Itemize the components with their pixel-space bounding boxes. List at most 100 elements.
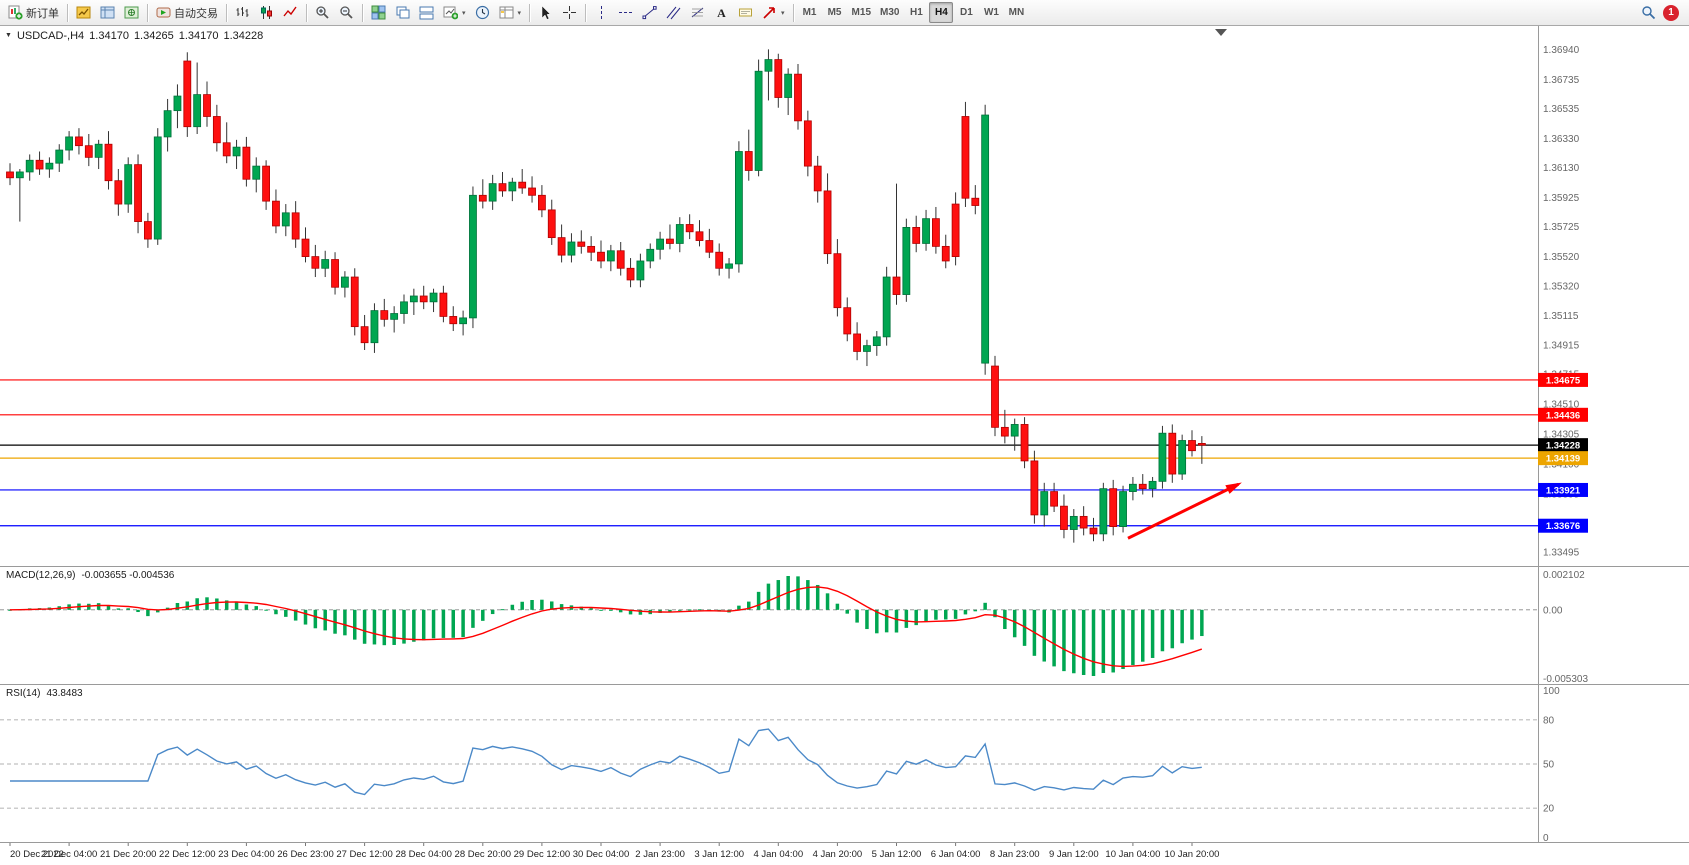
svg-text:1.35925: 1.35925 <box>1543 193 1580 204</box>
period-clock-button[interactable] <box>471 2 494 23</box>
macd-indicator-label: MACD(12,26,9) -0.003655 -0.004536 <box>6 570 180 581</box>
svg-text:1.34510: 1.34510 <box>1543 400 1580 411</box>
arrange-windows-button[interactable] <box>415 2 438 23</box>
svg-text:1.36330: 1.36330 <box>1543 134 1580 145</box>
chart-bars-button[interactable] <box>231 2 254 23</box>
chart-candles-button[interactable] <box>255 2 278 23</box>
timeframe-h1-button[interactable]: H1 <box>904 2 928 23</box>
rsi-panel: 100 80 50 20 0 <box>0 686 1560 844</box>
timeframe-m15-button[interactable]: M15 <box>848 2 875 23</box>
vertical-line-button[interactable] <box>590 2 613 23</box>
crosshair-button[interactable] <box>558 2 581 23</box>
toolbar-separator <box>529 3 531 22</box>
svg-text:0.002102: 0.002102 <box>1543 570 1585 581</box>
svg-text:1.33921: 1.33921 <box>1546 485 1581 496</box>
candlestick-icon <box>259 5 274 20</box>
navigator-button[interactable] <box>120 2 143 23</box>
autotrade-icon <box>156 5 171 20</box>
svg-text:1.34228: 1.34228 <box>1546 441 1580 452</box>
template-icon <box>499 5 514 20</box>
market-watch-button[interactable] <box>72 2 95 23</box>
clock-icon <box>475 5 490 20</box>
navigator-icon <box>124 5 139 20</box>
svg-text:22 Dec 12:00: 22 Dec 12:00 <box>159 849 216 860</box>
svg-text:4 Jan 04:00: 4 Jan 04:00 <box>753 849 803 860</box>
autotrade-label: 自动交易 <box>174 7 218 20</box>
cursor-button[interactable] <box>534 2 557 23</box>
timeframe-d1-button[interactable]: D1 <box>954 2 978 23</box>
resistance-lower-price-tag <box>1538 407 1588 422</box>
new-order-button[interactable]: 新订单 <box>4 2 63 23</box>
chevron-down-icon: ▾ <box>462 9 466 17</box>
text-tool-button[interactable]: A <box>710 2 733 23</box>
svg-text:1.34915: 1.34915 <box>1543 340 1580 351</box>
arrange-icon <box>419 5 434 20</box>
svg-text:5 Jan 12:00: 5 Jan 12:00 <box>872 849 922 860</box>
svg-text:50: 50 <box>1543 760 1555 771</box>
rsi-indicator-label: RSI(14) 43.8483 <box>6 688 89 699</box>
text-label-button[interactable] <box>734 2 757 23</box>
svg-text:20 Dec 2022: 20 Dec 2022 <box>10 849 64 860</box>
svg-text:4 Jan 20:00: 4 Jan 20:00 <box>813 849 863 860</box>
support-upper-price-tag <box>1538 482 1588 497</box>
svg-text:0: 0 <box>1543 833 1549 844</box>
timeframe-toolbar: M1 M5 M15 M30 H1 H4 D1 W1 MN <box>798 2 1029 23</box>
svg-text:1.35725: 1.35725 <box>1543 222 1580 233</box>
zoom-out-button[interactable] <box>335 2 358 23</box>
rsi-line <box>10 728 1202 796</box>
price-chart[interactable]: 1.36940 1.36735 1.36535 1.36330 1.36130 1.359… <box>0 26 1689 865</box>
chart-line-button[interactable] <box>279 2 302 23</box>
trend-arrow[interactable] <box>1127 482 1242 540</box>
chevron-down-icon: ▾ <box>517 9 522 17</box>
svg-text:6 Jan 04:00: 6 Jan 04:00 <box>931 849 981 860</box>
new-chart-button[interactable]: ▾ <box>439 2 470 23</box>
data-window-button[interactable] <box>96 2 119 23</box>
zoom-in-button[interactable] <box>311 2 334 23</box>
chevron-down-icon: ▾ <box>781 9 785 17</box>
symbol-header: ▼ USDCAD-,H4 1.34170 1.34265 1.34170 1.34228 <box>5 30 268 42</box>
label-icon <box>738 5 753 20</box>
trendline-button[interactable] <box>638 2 661 23</box>
svg-text:1.36735: 1.36735 <box>1543 75 1580 86</box>
svg-text:21 Dec 20:00: 21 Dec 20:00 <box>100 849 157 860</box>
panel-separators <box>0 26 1689 843</box>
support-lower-price-tag <box>1538 518 1588 533</box>
svg-text:1.34305: 1.34305 <box>1543 429 1580 440</box>
chart-shift-marker-icon[interactable] <box>1215 29 1227 36</box>
chart-menu-icon[interactable]: ▼ <box>5 32 12 39</box>
timeframe-h4-button[interactable]: H4 <box>929 2 954 23</box>
trendline-icon <box>642 5 657 20</box>
notification-badge[interactable]: 1 <box>1663 4 1679 21</box>
timeframe-w1-button[interactable]: W1 <box>979 2 1003 23</box>
svg-text:3 Jan 12:00: 3 Jan 12:00 <box>694 849 744 860</box>
timeframe-m1-button[interactable]: M1 <box>798 2 822 23</box>
fibonacci-button[interactable] <box>686 2 709 23</box>
horizontal-line-button[interactable] <box>614 2 637 23</box>
templates-button[interactable]: ▾ <box>495 2 526 23</box>
line-chart-icon <box>283 5 298 20</box>
arrows-tool-button[interactable]: ▾ <box>758 2 789 23</box>
rsi-value: 43.8483 <box>46 688 83 699</box>
tile-windows-button[interactable] <box>367 2 390 23</box>
main-toolbar: 新订单 自动交易 ▾ ▾ A ▾ M1 M5 M15 M30 H1 H4 D1 W1 MN 1 <box>0 0 1689 26</box>
svg-text:10 Jan 20:00: 10 Jan 20:00 <box>1165 849 1220 860</box>
zoom-in-icon <box>315 5 330 20</box>
search-button[interactable] <box>1637 2 1660 23</box>
timeframe-m5-button[interactable]: M5 <box>823 2 847 23</box>
equidistant-channel-button[interactable] <box>662 2 685 23</box>
ohlc-high: 1.34265 <box>133 30 174 42</box>
svg-text:28 Dec 04:00: 28 Dec 04:00 <box>395 849 452 860</box>
cursor-icon <box>538 5 553 20</box>
svg-text:100: 100 <box>1543 686 1560 697</box>
svg-text:26 Dec 23:00: 26 Dec 23:00 <box>277 849 334 860</box>
svg-text:28 Dec 20:00: 28 Dec 20:00 <box>455 849 512 860</box>
chart-window: 1.36940 1.36735 1.36535 1.36330 1.36130 1.359… <box>0 26 1689 865</box>
macd-panel: 0.002102 0.00 -0.005303 <box>0 570 1588 685</box>
svg-text:A: A <box>717 6 726 20</box>
timeframe-m30-button[interactable]: M30 <box>876 2 903 23</box>
timeframe-mn-button[interactable]: MN <box>1004 2 1028 23</box>
cascade-windows-button[interactable] <box>391 2 414 23</box>
new-order-icon <box>8 5 23 20</box>
autotrade-button[interactable]: 自动交易 <box>152 2 222 23</box>
